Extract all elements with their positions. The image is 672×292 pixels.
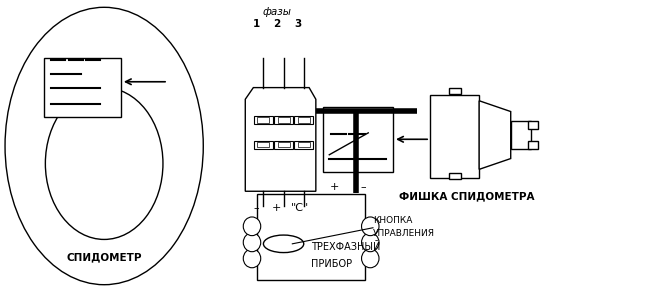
Bar [278,142,290,147]
Bar [294,141,313,149]
Text: –: – [360,182,366,192]
Bar [257,194,365,280]
Text: "C": "C" [290,203,309,213]
Bar [511,121,531,149]
Text: –: – [254,203,259,213]
Text: СПИДОМЕТР: СПИДОМЕТР [67,252,142,262]
Bar [274,116,293,124]
Bar [44,58,121,117]
Bar [298,117,310,123]
Ellipse shape [362,249,379,268]
Text: ПРИБОР: ПРИБОР [311,259,352,269]
Text: +: + [330,182,339,192]
Bar [254,141,273,149]
Bar [449,88,461,94]
Text: УПРАВЛЕНИЯ: УПРАВЛЕНИЯ [373,229,435,238]
Bar [254,116,273,124]
Text: КНОПКА: КНОПКА [373,216,413,225]
Bar [257,142,269,147]
Bar [278,117,290,123]
Bar [528,141,538,149]
Ellipse shape [243,233,261,252]
Bar [274,141,293,149]
Ellipse shape [243,249,261,268]
Text: фазы: фазы [262,7,292,17]
Text: ФИШКА СПИДОМЕТРА: ФИШКА СПИДОМЕТРА [399,191,535,201]
Text: ТРЕХФАЗНЫЙ: ТРЕХФАЗНЫЙ [311,242,380,252]
Polygon shape [479,101,511,169]
Bar [323,107,393,172]
Text: 2: 2 [274,19,280,29]
Ellipse shape [362,233,379,252]
Polygon shape [245,88,316,191]
Text: +: + [272,203,282,213]
Bar [528,121,538,129]
Bar [257,117,269,123]
Bar [430,95,479,178]
Bar [294,116,313,124]
Ellipse shape [243,217,261,236]
Bar [449,173,461,179]
Text: 1: 1 [253,19,260,29]
Text: 3: 3 [294,19,301,29]
Bar [298,142,310,147]
Ellipse shape [362,217,379,236]
